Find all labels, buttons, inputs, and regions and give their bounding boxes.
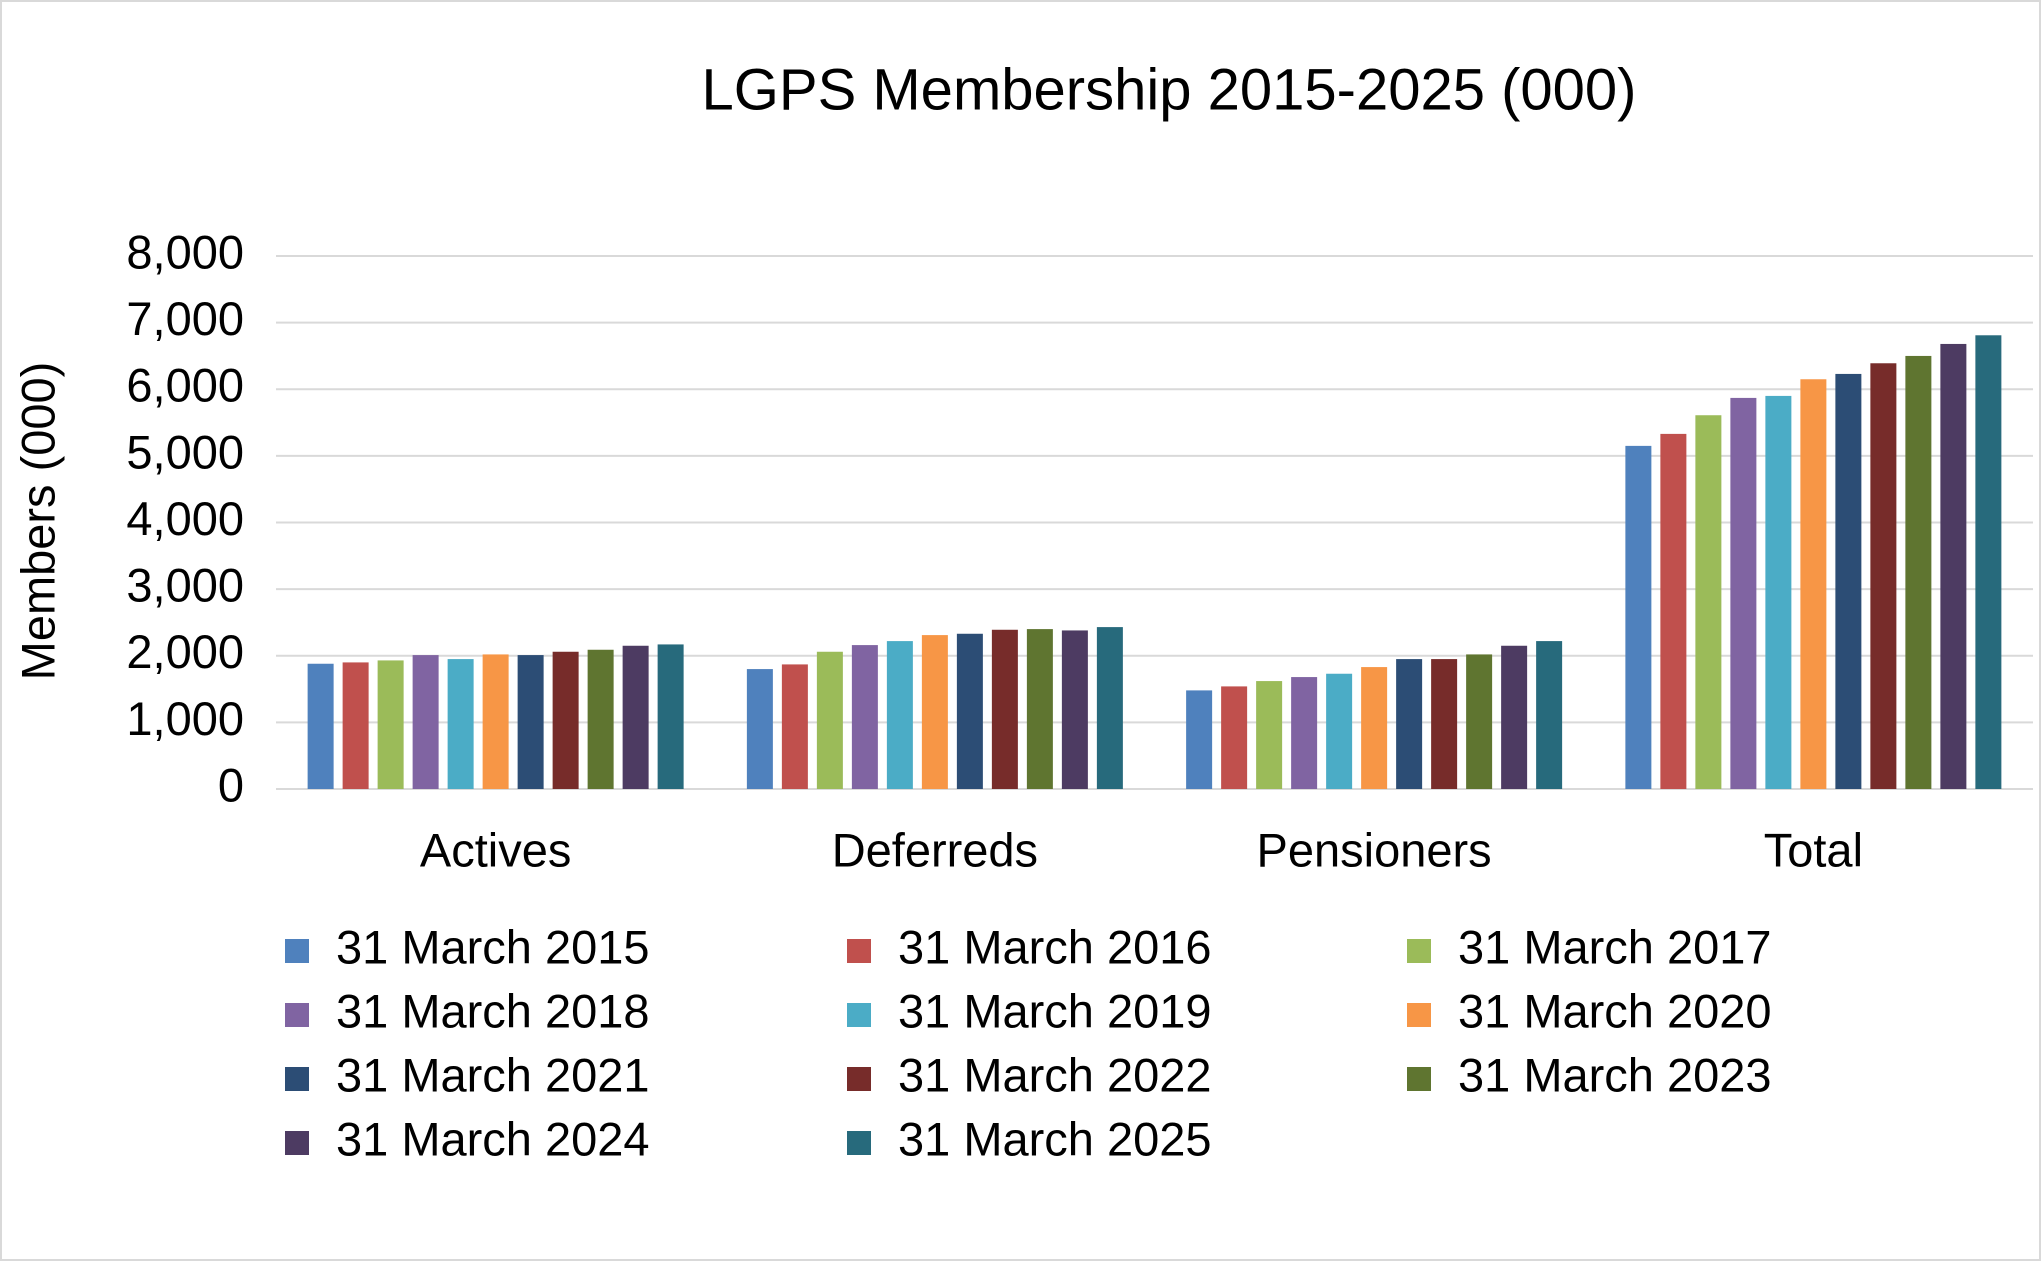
bar [1870,363,1897,789]
bar [1466,654,1493,789]
legend-swatch [285,1067,309,1091]
bar [921,635,948,789]
bar [1256,681,1283,789]
bar [482,654,509,789]
bar [851,645,878,789]
bar [1625,445,1652,789]
bar [1660,433,1687,789]
y-axis-label: Members (000) [11,362,64,681]
bar [1326,673,1353,789]
bar [781,664,808,789]
legend-label: 31 March 2022 [898,1048,1212,1101]
bar [1730,397,1757,789]
bar [342,662,369,789]
bar [1536,641,1563,789]
legend-swatch [285,939,309,963]
legend-label: 31 March 2023 [1458,1048,1772,1101]
bar [1800,379,1827,789]
bar [1096,627,1123,789]
y-tick-label: 8,000 [126,225,244,278]
legend-swatch [847,1003,871,1027]
bar [307,663,334,789]
legend-swatch [285,1131,309,1155]
bar [1221,686,1248,789]
bar [657,644,684,789]
bar [622,645,649,789]
legend-swatch [847,939,871,963]
bar [1061,630,1088,789]
legend-label: 31 March 2018 [336,984,650,1037]
bar [412,655,439,789]
bar [587,649,614,789]
bar [1905,355,1932,789]
bar [517,655,544,789]
y-tick-label: 5,000 [126,425,244,478]
bar [1695,415,1722,789]
bar [1361,667,1388,789]
legend-label: 31 March 2015 [336,920,650,973]
bar [552,651,579,789]
bar [1396,659,1423,789]
y-tick-label: 2,000 [126,625,244,678]
legend-label: 31 March 2019 [898,984,1212,1037]
bar [816,651,843,789]
chart-title: LGPS Membership 2015-2025 (000) [702,57,1637,122]
legend-swatch [285,1003,309,1027]
legend-label: 31 March 2021 [336,1048,650,1101]
x-tick-label: Deferreds [832,823,1038,876]
bar [1835,373,1862,789]
bar [1186,690,1213,789]
legend-label: 31 March 2020 [1458,984,1772,1037]
bar [1501,645,1528,789]
bar [1026,629,1053,789]
bar [746,669,773,789]
bar [447,659,474,789]
legend-swatch [1407,1003,1431,1027]
legend-swatch [1407,939,1431,963]
legend-label: 31 March 2017 [1458,920,1772,973]
y-tick-label: 6,000 [126,359,244,412]
y-tick-label: 1,000 [126,692,244,745]
bar [886,641,913,789]
bar [1975,335,2002,789]
bar [1431,659,1458,789]
legend-swatch [847,1131,871,1155]
legend-swatch [1407,1067,1431,1091]
legend-label: 31 March 2016 [898,920,1212,973]
y-tick-label: 3,000 [126,559,244,612]
y-tick-label: 0 [218,758,244,811]
x-tick-label: Actives [420,823,572,876]
bar [1765,395,1792,789]
bar [377,660,404,789]
bar [991,629,1018,789]
x-tick-label: Pensioners [1257,823,1492,876]
bar [1291,677,1318,789]
legend-swatch [847,1067,871,1091]
legend-label: 31 March 2025 [898,1112,1212,1165]
y-tick-label: 4,000 [126,492,244,545]
x-tick-label: Total [1764,823,1863,876]
bar [956,633,983,789]
legend-label: 31 March 2024 [336,1112,650,1165]
bar [1940,343,1967,789]
y-tick-label: 7,000 [126,292,244,345]
